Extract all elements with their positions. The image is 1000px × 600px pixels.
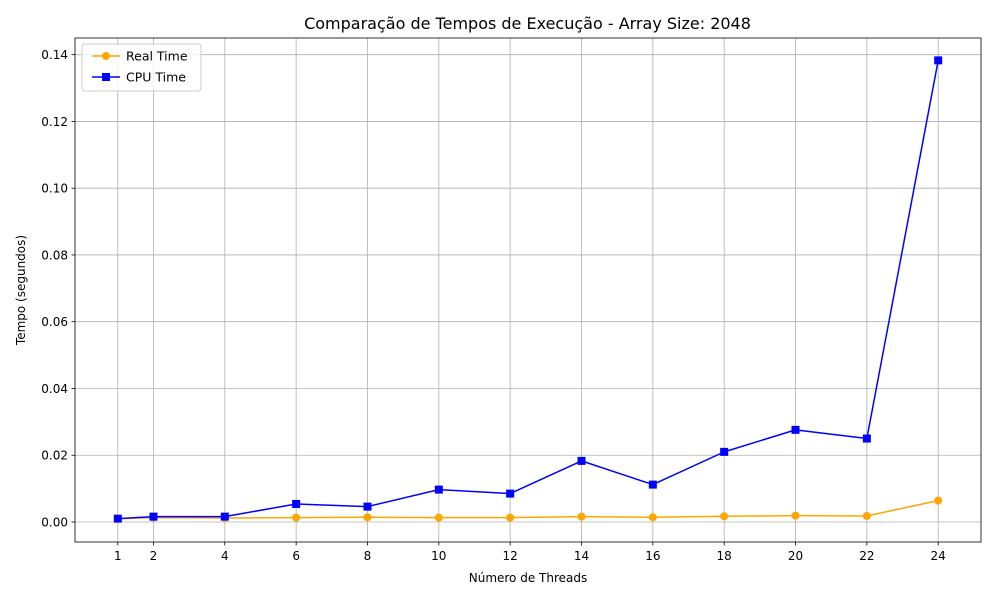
legend-label-real-time: Real Time [126,49,188,64]
data-point-cpu-time [434,485,443,494]
series-real-time [113,496,943,523]
x-tick-label: 22 [859,549,874,563]
series-line-real-time [117,499,939,520]
x-tick-label: 2 [150,549,158,563]
legend-label-cpu-time: CPU Time [126,70,186,85]
plot-frame [74,37,982,543]
x-tick-label: 10 [431,549,446,563]
x-tick-label: 16 [645,549,660,563]
x-tick-label: 20 [788,549,803,563]
series-line-cpu-time [117,60,939,520]
y-tick-label: 0.12 [41,115,68,129]
data-point-cpu-time [934,56,943,65]
series-cpu-time [113,56,943,523]
y-axis: 0.00 0.02 0.04 0.06 0.08 0.10 0.12 0.14 [41,48,75,529]
x-tick-label: 8 [364,549,372,563]
data-point-cpu-time [220,512,229,521]
x-tick-label: 14 [574,549,589,563]
data-point-real-time [934,496,943,505]
data-point-real-time [791,511,800,520]
y-tick-label: 0.02 [41,449,68,463]
data-point-cpu-time [113,514,122,523]
x-axis-label: Número de Threads [469,571,588,585]
data-point-real-time [720,512,729,521]
data-point-cpu-time [577,456,586,465]
data-point-real-time [506,513,515,522]
data-point-real-time [577,512,586,521]
data-point-cpu-time [506,489,515,498]
y-tick-label: 0.00 [41,515,68,529]
legend-marker-cpu-time [102,73,110,81]
legend: Real Time CPU Time [81,43,202,92]
data-point-real-time [363,513,372,522]
legend-marker-real-time [102,52,110,60]
y-tick-label: 0.14 [41,48,68,62]
data-point-cpu-time [648,480,657,489]
series-group [113,56,943,523]
y-tick-label: 0.06 [41,315,68,329]
data-point-real-time [862,511,871,520]
y-tick-label: 0.10 [41,182,68,196]
x-tick-label: 12 [503,549,518,563]
data-point-real-time [292,513,301,522]
data-point-cpu-time [720,447,729,456]
data-point-real-time [434,513,443,522]
data-point-cpu-time [363,502,372,511]
x-axis: 1 2 4 6 8 10 12 14 16 18 20 22 24 [114,542,946,563]
y-axis-label: Tempo (segundos) [14,235,28,346]
grid [75,38,981,542]
data-point-cpu-time [149,512,158,521]
data-point-cpu-time [791,425,800,434]
data-point-cpu-time [292,499,301,508]
x-tick-label: 18 [717,549,732,563]
x-tick-label: 4 [221,549,229,563]
x-tick-label: 24 [931,549,946,563]
data-point-real-time [648,513,657,522]
data-point-cpu-time [862,434,871,443]
y-tick-label: 0.08 [41,248,68,262]
chart-title: Comparação de Tempos de Execução - Array… [304,14,751,33]
x-tick-label: 6 [292,549,300,563]
x-tick-label: 1 [114,549,122,563]
y-tick-label: 0.04 [41,382,68,396]
